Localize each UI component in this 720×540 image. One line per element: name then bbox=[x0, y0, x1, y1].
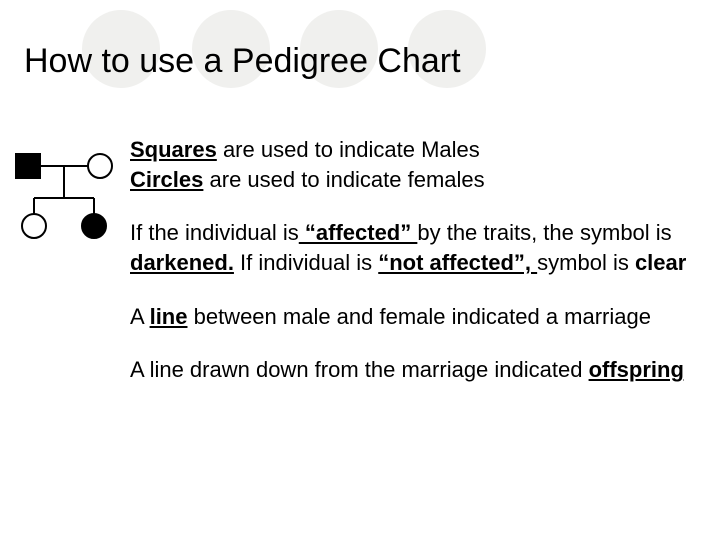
kw-clear: clear bbox=[635, 250, 686, 275]
txt-p4b: between male and female indicated a marr… bbox=[187, 304, 651, 329]
txt-p2: are used to indicate females bbox=[203, 167, 484, 192]
txt-p1: are used to indicate Males bbox=[217, 137, 480, 162]
para-line: A line between male and female indicated… bbox=[130, 302, 710, 332]
kw-affected: “affected” bbox=[299, 220, 418, 245]
txt-p4a: A bbox=[130, 304, 150, 329]
kw-not-affected: “not affected”, bbox=[378, 250, 537, 275]
para-affected: If the individual is “affected” by the t… bbox=[130, 218, 710, 277]
kw-darkened: darkened. bbox=[130, 250, 234, 275]
txt-p3a: If the individual is bbox=[130, 220, 299, 245]
page-title: How to use a Pedigree Chart bbox=[24, 42, 461, 81]
kw-offspring: offspring bbox=[589, 357, 684, 382]
txt-p3d: symbol is bbox=[537, 250, 635, 275]
body-text: Squares are used to indicate Males Circl… bbox=[130, 135, 710, 409]
child-dark-circle-icon bbox=[82, 214, 106, 238]
txt-p5a: A line drawn down from the marriage indi… bbox=[130, 357, 589, 382]
child-clear-circle-icon bbox=[22, 214, 46, 238]
kw-line: line bbox=[150, 304, 188, 329]
para-offspring: A line drawn down from the marriage indi… bbox=[130, 355, 710, 385]
kw-squares: Squares bbox=[130, 137, 217, 162]
father-square-icon bbox=[16, 154, 40, 178]
pedigree-diagram bbox=[10, 148, 120, 258]
para-squares-circles: Squares are used to indicate Males Circl… bbox=[130, 135, 710, 194]
txt-p3c: If individual is bbox=[234, 250, 378, 275]
txt-p3b: by the traits, the symbol is bbox=[417, 220, 671, 245]
kw-circles: Circles bbox=[130, 167, 203, 192]
mother-circle-icon bbox=[88, 154, 112, 178]
